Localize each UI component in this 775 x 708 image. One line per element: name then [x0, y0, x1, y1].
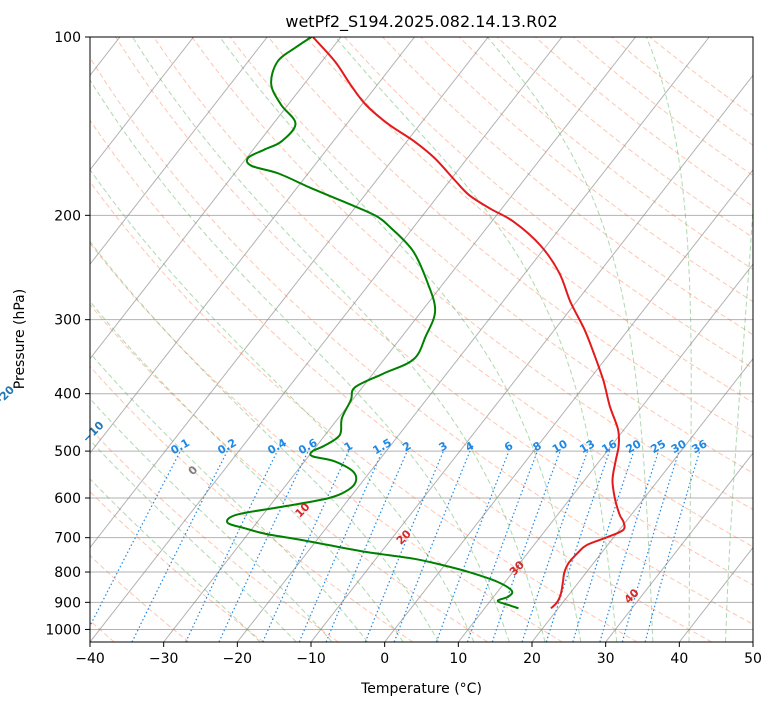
dry-adiabat-line — [90, 242, 563, 642]
axes: −40 −30 −20 −10 0 10 20 30 40 50 100 200 300 400 500 60… — [45, 30, 762, 667]
x-tick-label: 20 — [523, 651, 541, 667]
isotherm-line — [384, 168, 753, 642]
moist-adiabat-line — [132, 37, 546, 642]
y-tick-label: 900 — [54, 595, 81, 611]
dry-adiabat-line — [90, 490, 264, 642]
dry-adiabat-line — [344, 37, 753, 369]
x-tick-label: −20 — [223, 651, 253, 667]
dewpoint-profile-line — [226, 37, 519, 610]
x-axis-title: Temperature (°C) — [360, 681, 482, 697]
y-tick-label: 300 — [54, 313, 81, 329]
isotherm-line — [90, 37, 563, 642]
moist-adiabat-line — [90, 439, 297, 642]
moist-adiabat-line — [90, 300, 404, 642]
isotherm-line — [531, 357, 753, 642]
mixing-ratio-line — [545, 450, 611, 642]
x-tick-label: 30 — [597, 651, 615, 667]
plot-frame — [89, 36, 754, 643]
dry-adiabat-line — [90, 56, 753, 625]
dry-adiabat-line — [90, 365, 414, 642]
x-tick-label: −40 — [75, 651, 105, 667]
background-lines — [90, 37, 753, 642]
dry-adiabat-line — [90, 303, 488, 642]
dry-adiabat-line — [115, 37, 753, 586]
isotherm-line — [310, 74, 753, 642]
isotherm-line — [163, 37, 636, 642]
moist-adiabat-line — [90, 240, 439, 642]
dry-adiabat-line — [305, 37, 753, 403]
mixing-ratio-line — [298, 450, 384, 642]
mixing-ratio-line — [325, 450, 408, 642]
x-tick-label: −10 — [296, 651, 326, 667]
moist-adiabat-line — [219, 37, 582, 642]
x-tick-label: 0 — [380, 651, 389, 667]
mixing-ratio-line — [466, 450, 538, 642]
moist-adiabat-line — [486, 37, 654, 642]
isotherm-line — [90, 37, 268, 266]
y-tick-label: 100 — [54, 30, 81, 46]
y-tick-label: 600 — [54, 491, 81, 507]
isotherm-line — [90, 37, 194, 171]
y-tick-label: 800 — [54, 565, 81, 581]
mixing-ratio-line — [621, 450, 680, 642]
moist-adiabat-line — [725, 200, 753, 642]
y-tick-label: 700 — [54, 531, 81, 547]
sounding-profiles — [226, 37, 626, 610]
isotherm-line — [457, 263, 753, 642]
moist-adiabat-line — [90, 79, 510, 642]
mixing-ratio-line — [521, 450, 589, 642]
dry-adiabat-line — [90, 554, 190, 642]
dry-adiabat-line — [90, 119, 712, 642]
isotherm-line — [605, 452, 753, 642]
dry-adiabat-line — [382, 37, 753, 336]
y-tick-label: 200 — [54, 208, 81, 224]
mixing-ratio-line — [491, 450, 561, 642]
moist-adiabat-line — [90, 397, 333, 642]
in-plot-labels: −100−90−80−70−60−50−40−30−20−10010203040… — [0, 383, 710, 606]
mixing-ratio-line — [262, 450, 350, 642]
plot-background — [90, 37, 753, 642]
x-tick-label: 10 — [449, 651, 467, 667]
mixing-ratio-line — [364, 450, 444, 642]
x-tick-label: 40 — [670, 651, 688, 667]
y-tick-label: 500 — [54, 444, 81, 460]
moist-adiabat-line — [90, 478, 261, 642]
y-axis-title: Pressure (hPa) — [12, 289, 28, 389]
x-tick-label: −30 — [149, 651, 179, 667]
y-tick-label: 400 — [54, 387, 81, 403]
isotherm-line — [236, 37, 710, 642]
temperature-profile-line — [312, 37, 626, 610]
mixing-ratio-line — [599, 450, 660, 642]
mixing-ratio-line — [435, 450, 510, 642]
y-tick-label: 1000 — [45, 622, 81, 638]
isotherm-line — [90, 37, 415, 454]
moist-adiabat-line — [645, 37, 692, 642]
isotherm-line — [90, 37, 342, 360]
dry-adiabat-line — [229, 37, 753, 474]
moist-adiabat-line — [334, 37, 618, 642]
chart-title: wetPf2_S194.2025.082.14.13.R02 — [285, 12, 557, 32]
x-tick-label: 50 — [744, 651, 762, 667]
mixing-ratio-line — [572, 450, 635, 642]
dry-adiabat-line — [90, 181, 638, 642]
